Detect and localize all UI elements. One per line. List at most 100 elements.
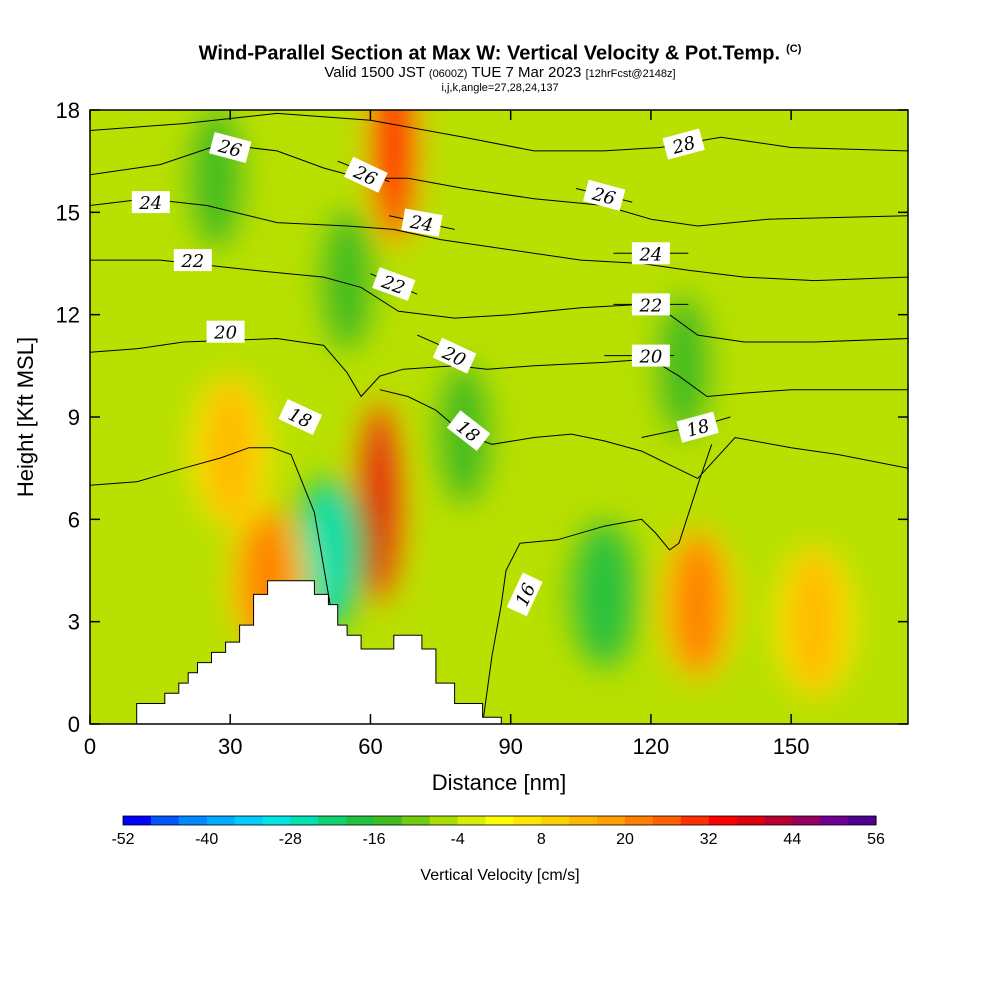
colorbar-swatch xyxy=(401,816,431,825)
velocity-field xyxy=(174,110,857,699)
colorbar-tick-label: -40 xyxy=(195,831,218,848)
colorbar-swatch xyxy=(541,816,570,825)
contour-label-text: 24 xyxy=(138,193,162,214)
contour-label: 24 xyxy=(401,208,443,237)
colorbar-tick-label: 44 xyxy=(783,831,801,848)
colorbar-tick-label: -52 xyxy=(111,831,134,848)
contour-label: 24 xyxy=(631,242,670,265)
colorbar-swatch xyxy=(346,816,375,825)
theta-contour-18 xyxy=(379,389,908,480)
contour-label-text: 24 xyxy=(408,212,435,237)
contour-label-bg xyxy=(343,156,388,193)
velocity-cell-downdraft xyxy=(578,524,631,665)
x-tick-label: 150 xyxy=(773,734,810,759)
colorbar-tick-label: 8 xyxy=(537,831,546,848)
colorbar-swatch xyxy=(178,816,208,825)
colorbar-swatch xyxy=(318,816,347,825)
colorbar-swatch xyxy=(485,816,515,825)
valid-time-line: Valid 1500 JST (0600Z) TUE 7 Mar 2023 [1… xyxy=(0,63,1000,82)
theta-contour-16 xyxy=(482,444,713,724)
colorbar-swatch xyxy=(848,816,877,825)
valid-date: TUE 7 Mar 2023 xyxy=(471,63,582,81)
contour-label: 20 xyxy=(631,344,670,368)
contour-label-bg xyxy=(506,572,543,617)
contour-label: 26 xyxy=(209,131,252,164)
velocity-cell-updraft xyxy=(204,381,257,522)
colorbar-swatch xyxy=(123,816,152,825)
colorbar: -52 -40 -28 -16 -4 8 20 32 44 56 xyxy=(111,815,885,848)
velocity-cell-downdraft xyxy=(321,210,374,351)
x-tick-label: 30 xyxy=(218,734,242,759)
velocity-cell-updraft xyxy=(375,110,412,240)
contour-label-bg xyxy=(131,191,170,214)
axes: 0 30 60 90 120 150 0 3 6 9 12 15 18 xyxy=(56,98,908,759)
terrain xyxy=(90,580,502,725)
y-axis-title: Height [Kft MSL] xyxy=(13,337,38,497)
x-tick-label: 0 xyxy=(84,734,96,759)
contour-label-bg xyxy=(401,208,443,237)
colorbar-swatch xyxy=(569,816,598,825)
theta-contour-24 xyxy=(90,198,908,282)
contour-label-text: 22 xyxy=(180,251,204,272)
colorbar-swatch xyxy=(429,816,459,825)
colorbar-swatch xyxy=(457,816,487,825)
x-tick-label: 60 xyxy=(358,734,382,759)
contour-label: 22 xyxy=(631,293,670,316)
contour-label-bg xyxy=(173,249,212,272)
colorbar-tick-label: -16 xyxy=(362,831,385,848)
colorbar-swatch xyxy=(708,816,738,825)
contour-label-bg xyxy=(583,179,626,211)
chart-title: Wind-Parallel Section at Max W: Vertical… xyxy=(0,38,1000,65)
velocity-cell-updraft xyxy=(788,551,841,692)
title-block: Wind-Parallel Section at Max W: Vertical… xyxy=(0,38,1000,94)
velocity-cell-downdraft xyxy=(657,295,710,436)
colorbar-tick-label: 56 xyxy=(867,831,885,848)
contour-label-bg xyxy=(662,128,705,160)
contour-label-bg xyxy=(676,411,719,443)
colorbar-swatch xyxy=(374,816,403,825)
colorbar-tick-label: -4 xyxy=(451,831,465,848)
x-axis-title: Distance [nm] xyxy=(432,770,567,795)
velocity-cell-downdraft xyxy=(190,110,243,249)
contour-label: 22 xyxy=(173,249,212,272)
y-tick-label: 3 xyxy=(68,610,80,635)
colorbar-swatch xyxy=(736,816,766,825)
contour-label-bg xyxy=(446,410,491,451)
contour-label-bg xyxy=(631,344,670,367)
theta-contour-18 xyxy=(90,447,348,643)
contour-label-bg xyxy=(209,131,252,164)
colorbar-tick-label: 32 xyxy=(700,831,718,848)
colorbar-swatch xyxy=(150,816,180,825)
contour-label-bg xyxy=(631,293,670,316)
colorbar-swatch xyxy=(234,816,264,825)
contour-label-bg xyxy=(432,337,477,374)
colorbar-swatch xyxy=(290,816,319,825)
terrain-mountain xyxy=(90,580,502,725)
colorbar-swatch xyxy=(820,816,849,825)
colorbar-tick-label: -28 xyxy=(279,831,302,848)
contour-label-bg xyxy=(278,399,323,435)
chart-title-text: Wind-Parallel Section at Max W: Vertical… xyxy=(198,42,781,65)
colorbar-swatch xyxy=(652,816,682,825)
colorbar-swatch xyxy=(680,816,710,825)
contour-label-text: 24 xyxy=(638,244,662,265)
contour-label: 18 xyxy=(676,411,719,443)
contour-label-bg xyxy=(372,267,416,301)
copyright-mark: (C) xyxy=(786,43,802,55)
x-tick-label: 90 xyxy=(498,734,522,759)
contour-label-text: 20 xyxy=(213,323,237,344)
theta-contour-28 xyxy=(90,112,908,152)
colorbar-tick-label: 20 xyxy=(616,831,634,848)
colorbar-frame xyxy=(122,815,877,826)
contour-label: 24 xyxy=(131,191,170,214)
colorbar-swatch xyxy=(513,816,542,825)
colorbar-swatch xyxy=(764,816,793,825)
x-tick-label: 120 xyxy=(633,734,670,759)
colorbar-swatch xyxy=(262,816,291,825)
colorbar-swatch xyxy=(206,816,236,825)
y-tick-label: 15 xyxy=(56,200,80,225)
contour-label-bg xyxy=(631,242,670,265)
colorbar-swatch xyxy=(597,816,626,825)
contour-label-text: 22 xyxy=(638,295,662,316)
contour-label-text: 20 xyxy=(638,347,662,368)
